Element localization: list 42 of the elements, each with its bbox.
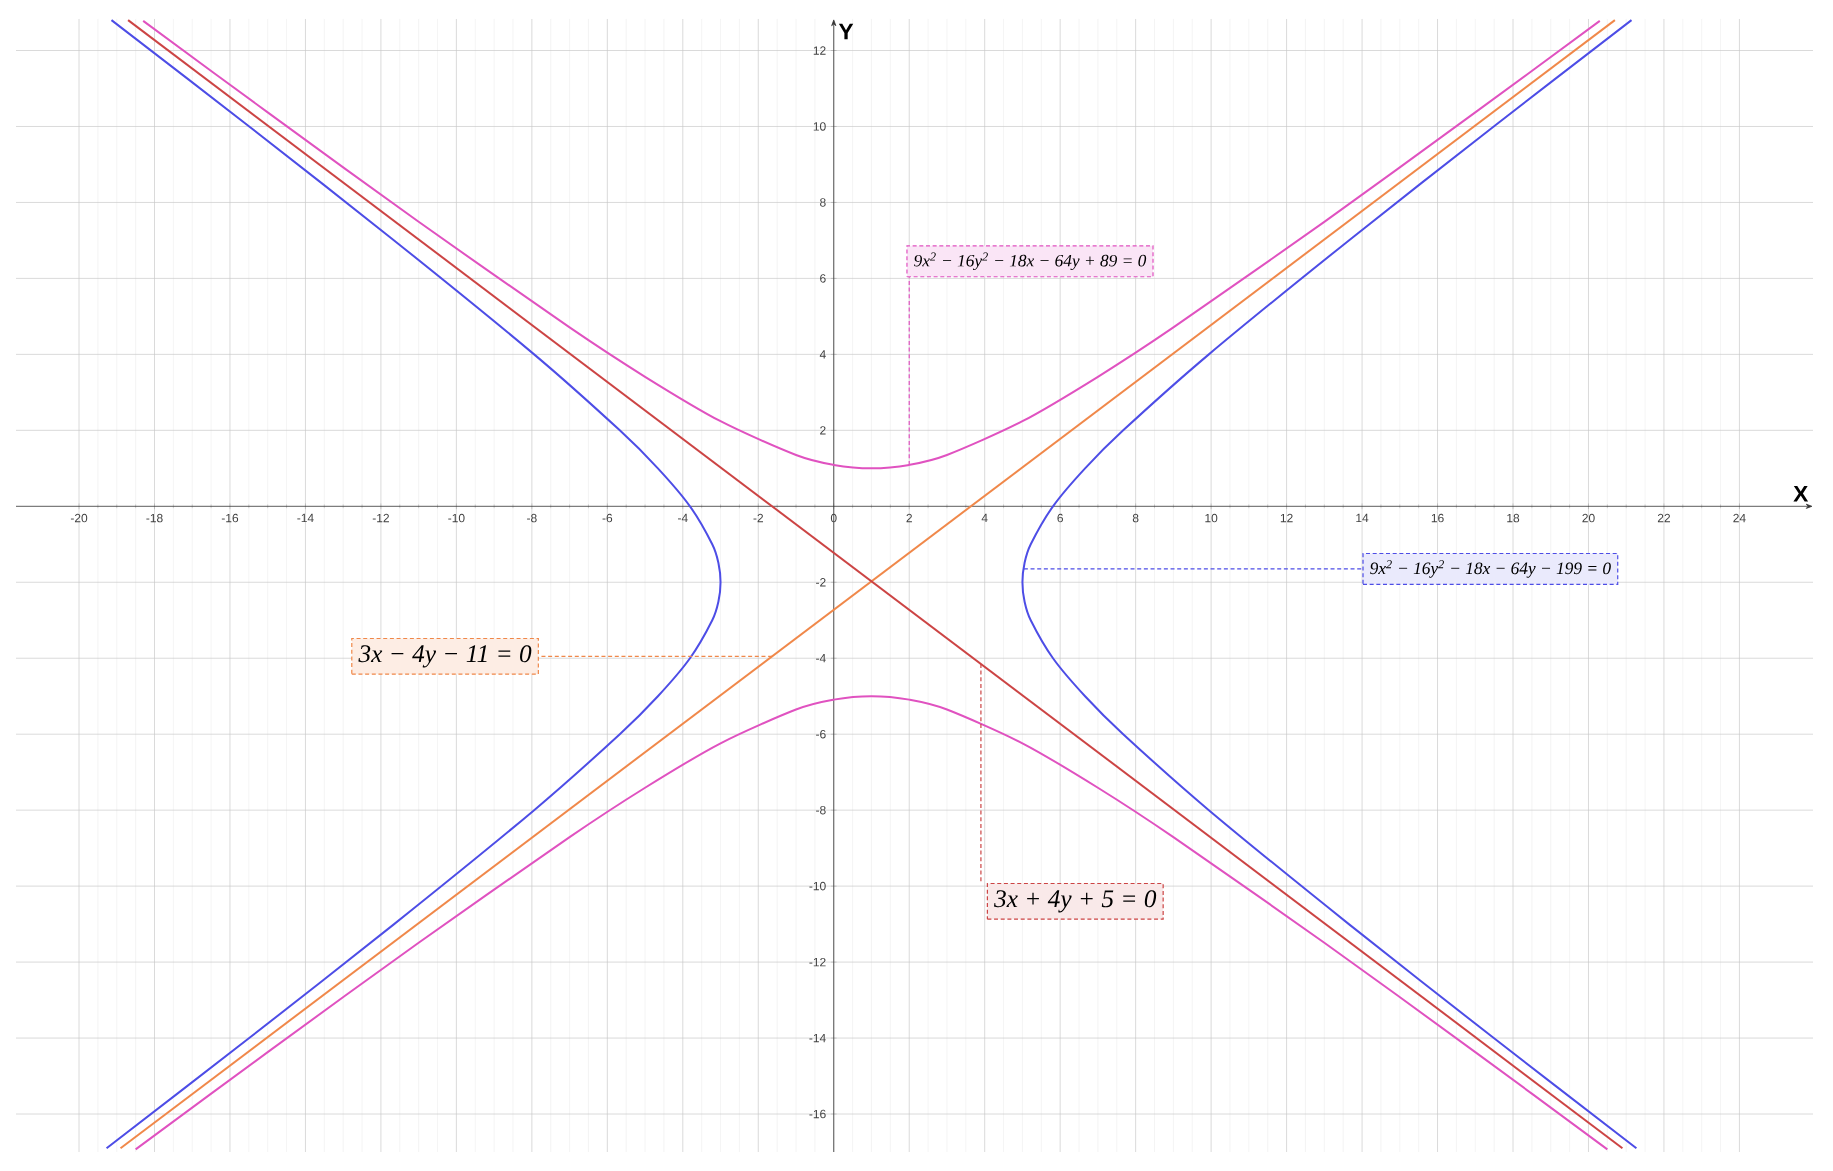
y-tick-label: 10 bbox=[813, 122, 826, 131]
x-tick-label: -10 bbox=[448, 513, 465, 523]
y-axis-title: Y bbox=[838, 23, 854, 40]
x-tick-label: -8 bbox=[527, 513, 537, 523]
x-tick-label: 8 bbox=[1132, 513, 1139, 523]
x-tick-label: 2 bbox=[906, 513, 912, 523]
y-tick-label: -12 bbox=[809, 957, 826, 967]
text: 3x − 4y − 11 = 0 bbox=[358, 645, 532, 668]
x-tick-label: 10 bbox=[1205, 513, 1218, 523]
x-tick-label: -16 bbox=[221, 513, 239, 523]
x-tick-label: 16 bbox=[1431, 513, 1444, 523]
x-tick-label: 18 bbox=[1507, 513, 1520, 523]
y-tick-label: -16 bbox=[809, 1109, 826, 1119]
x-tick-label: -2 bbox=[753, 513, 763, 523]
y-tick-label: 6 bbox=[820, 274, 826, 283]
y-tick-label: 12 bbox=[813, 46, 826, 55]
y-tick-label: 2 bbox=[820, 426, 826, 435]
x-tick-label: -4 bbox=[678, 513, 688, 523]
text: 9x$^{2}$ − 16y$^{2}$ − 18x − 64y − 199 = 0 bbox=[1370, 560, 1611, 578]
x-tick-label: 22 bbox=[1657, 513, 1671, 523]
y-tick-label: -8 bbox=[816, 805, 826, 815]
y-tick-label: 8 bbox=[820, 198, 826, 207]
x-tick-label: -6 bbox=[602, 513, 613, 523]
x-tick-label: -18 bbox=[146, 513, 163, 523]
x-tick-label: 12 bbox=[1280, 513, 1293, 523]
x-tick-label: -12 bbox=[372, 513, 389, 523]
x-tick-label: -14 bbox=[297, 513, 314, 523]
x-tick-label: 24 bbox=[1733, 513, 1746, 523]
x-tick-label: 14 bbox=[1356, 513, 1369, 523]
text: 3x + 4y + 5 = 0 bbox=[994, 890, 1157, 913]
x-tick-label: 20 bbox=[1582, 513, 1595, 523]
y-tick-label: -4 bbox=[816, 654, 826, 663]
x-tick-label: -20 bbox=[70, 513, 88, 523]
y-tick-label: 4 bbox=[819, 350, 826, 359]
x-tick-label: 6 bbox=[1057, 513, 1063, 523]
y-tick-label: -2 bbox=[816, 578, 826, 587]
text: 9x$^{2}$ − 16y$^{2}$ − 18x − 64y + 89 = 0 bbox=[914, 252, 1147, 271]
x-tick-label: 4 bbox=[981, 513, 988, 523]
y-tick-label: -6 bbox=[816, 729, 826, 739]
y-tick-label: -10 bbox=[809, 881, 826, 891]
x-axis-title: X bbox=[1793, 485, 1809, 502]
y-tick-label: -14 bbox=[809, 1033, 826, 1043]
